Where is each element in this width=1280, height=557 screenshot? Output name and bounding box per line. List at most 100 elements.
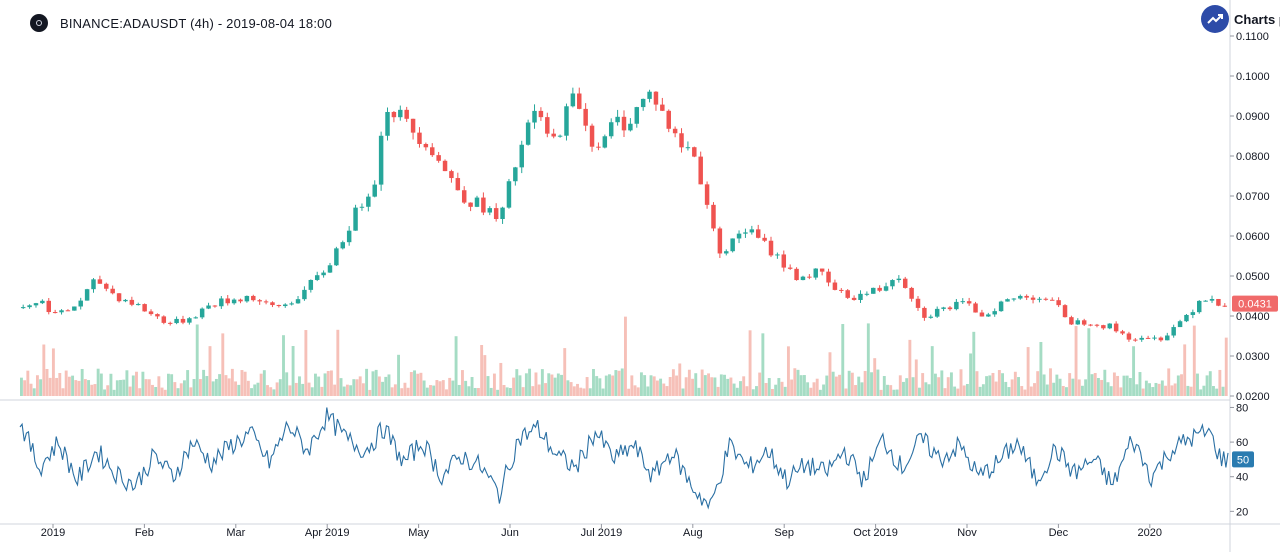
volume-bar bbox=[288, 385, 292, 396]
volume-bar bbox=[163, 389, 167, 396]
volume-bar bbox=[818, 389, 822, 396]
volume-bar bbox=[636, 387, 640, 396]
candle-body bbox=[72, 306, 77, 311]
volume-bar bbox=[1176, 375, 1180, 396]
candle-body bbox=[314, 275, 320, 280]
volume-bar bbox=[1010, 379, 1014, 396]
brand-badge[interactable]: Charts p bbox=[1201, 4, 1280, 34]
volume-bar bbox=[553, 377, 557, 396]
volume-bar bbox=[400, 388, 404, 396]
candle-body bbox=[704, 184, 710, 205]
candle-body bbox=[91, 279, 96, 290]
candle-body bbox=[947, 307, 953, 310]
volume-bar bbox=[1212, 386, 1215, 396]
candle-body bbox=[155, 314, 160, 317]
candle-body bbox=[1030, 297, 1036, 300]
volume-bar bbox=[697, 387, 701, 396]
volume-bar bbox=[1157, 383, 1161, 396]
volume-bar bbox=[333, 384, 337, 396]
candle-body bbox=[666, 110, 671, 129]
candle-body bbox=[545, 117, 550, 134]
volume-bar bbox=[1160, 380, 1164, 396]
candle-body bbox=[577, 93, 582, 109]
candle-body bbox=[883, 286, 889, 291]
volume-bar bbox=[1186, 385, 1190, 396]
candle-body bbox=[960, 301, 965, 303]
volume-bar bbox=[563, 348, 567, 396]
volume-bar bbox=[956, 388, 960, 396]
volume-bar bbox=[1029, 386, 1033, 396]
candle-body bbox=[372, 184, 377, 197]
volume-bar bbox=[55, 377, 59, 396]
volume-bar bbox=[237, 384, 241, 396]
candle-body bbox=[787, 267, 793, 269]
volume-bar bbox=[710, 377, 714, 396]
volume-bar bbox=[531, 386, 535, 396]
volume-bar bbox=[294, 382, 298, 396]
volume-bar bbox=[921, 373, 925, 396]
candle-body bbox=[167, 322, 173, 324]
volume-bar bbox=[1122, 375, 1126, 396]
volume-bar bbox=[192, 379, 196, 396]
volume-bar bbox=[349, 385, 353, 396]
volume-bar bbox=[1221, 386, 1225, 396]
candle-body bbox=[1216, 298, 1221, 306]
volume-bar bbox=[841, 324, 845, 396]
time-tick-label: Jun bbox=[501, 527, 519, 539]
volume-bar bbox=[1065, 387, 1068, 396]
volume-bar bbox=[115, 380, 119, 396]
time-tick-label: May bbox=[408, 527, 429, 539]
candle-body bbox=[1222, 305, 1228, 307]
volume-bar bbox=[988, 375, 992, 396]
candle-body bbox=[1011, 298, 1017, 300]
volume-bar bbox=[358, 376, 362, 396]
candle-body bbox=[532, 110, 537, 123]
volume-bar bbox=[157, 376, 161, 396]
price-tick-label: 0.0400 bbox=[1236, 311, 1270, 323]
volume-bar bbox=[994, 381, 998, 396]
volume-bar bbox=[122, 379, 126, 396]
volume-bar bbox=[1036, 371, 1040, 396]
candle-body bbox=[858, 293, 863, 300]
volume-bar bbox=[876, 369, 880, 396]
candle-body bbox=[1126, 333, 1132, 340]
volume-bar bbox=[355, 379, 359, 396]
volume-bar bbox=[528, 368, 532, 396]
volume-bar bbox=[751, 389, 755, 396]
volume-bar bbox=[582, 388, 586, 396]
volume-bar bbox=[547, 373, 551, 396]
volume-bar bbox=[908, 339, 912, 396]
candle-body bbox=[570, 93, 576, 107]
volume-bar bbox=[886, 384, 889, 396]
volume-bar bbox=[314, 373, 317, 396]
volume-bar bbox=[406, 387, 410, 396]
time-tick-label: Aug bbox=[683, 527, 703, 539]
volume-bar bbox=[643, 375, 647, 396]
volume-bar bbox=[173, 382, 177, 396]
candle-body bbox=[199, 308, 205, 318]
candle-body bbox=[1158, 337, 1164, 341]
volume-bar bbox=[815, 378, 819, 396]
volume-bar bbox=[345, 384, 349, 396]
volume-bar bbox=[560, 374, 563, 396]
volume-bar bbox=[780, 381, 784, 396]
volume-bar bbox=[291, 346, 295, 396]
volume-bar bbox=[96, 368, 100, 396]
volume-bar bbox=[630, 375, 634, 396]
candle-body bbox=[391, 111, 397, 118]
volume-bar bbox=[633, 385, 637, 396]
time-tick-label: Nov bbox=[957, 527, 977, 539]
candle-body bbox=[302, 289, 307, 300]
candle-body bbox=[276, 305, 282, 307]
volume-bar bbox=[700, 369, 704, 396]
candle-body bbox=[749, 229, 755, 233]
candle-body bbox=[417, 132, 422, 144]
volume-bar bbox=[799, 375, 803, 396]
candle-body bbox=[1203, 300, 1208, 302]
volume-bar bbox=[1020, 386, 1024, 396]
volume-bar bbox=[943, 388, 947, 396]
volume-bar bbox=[687, 369, 691, 396]
volume-bar bbox=[671, 369, 675, 396]
